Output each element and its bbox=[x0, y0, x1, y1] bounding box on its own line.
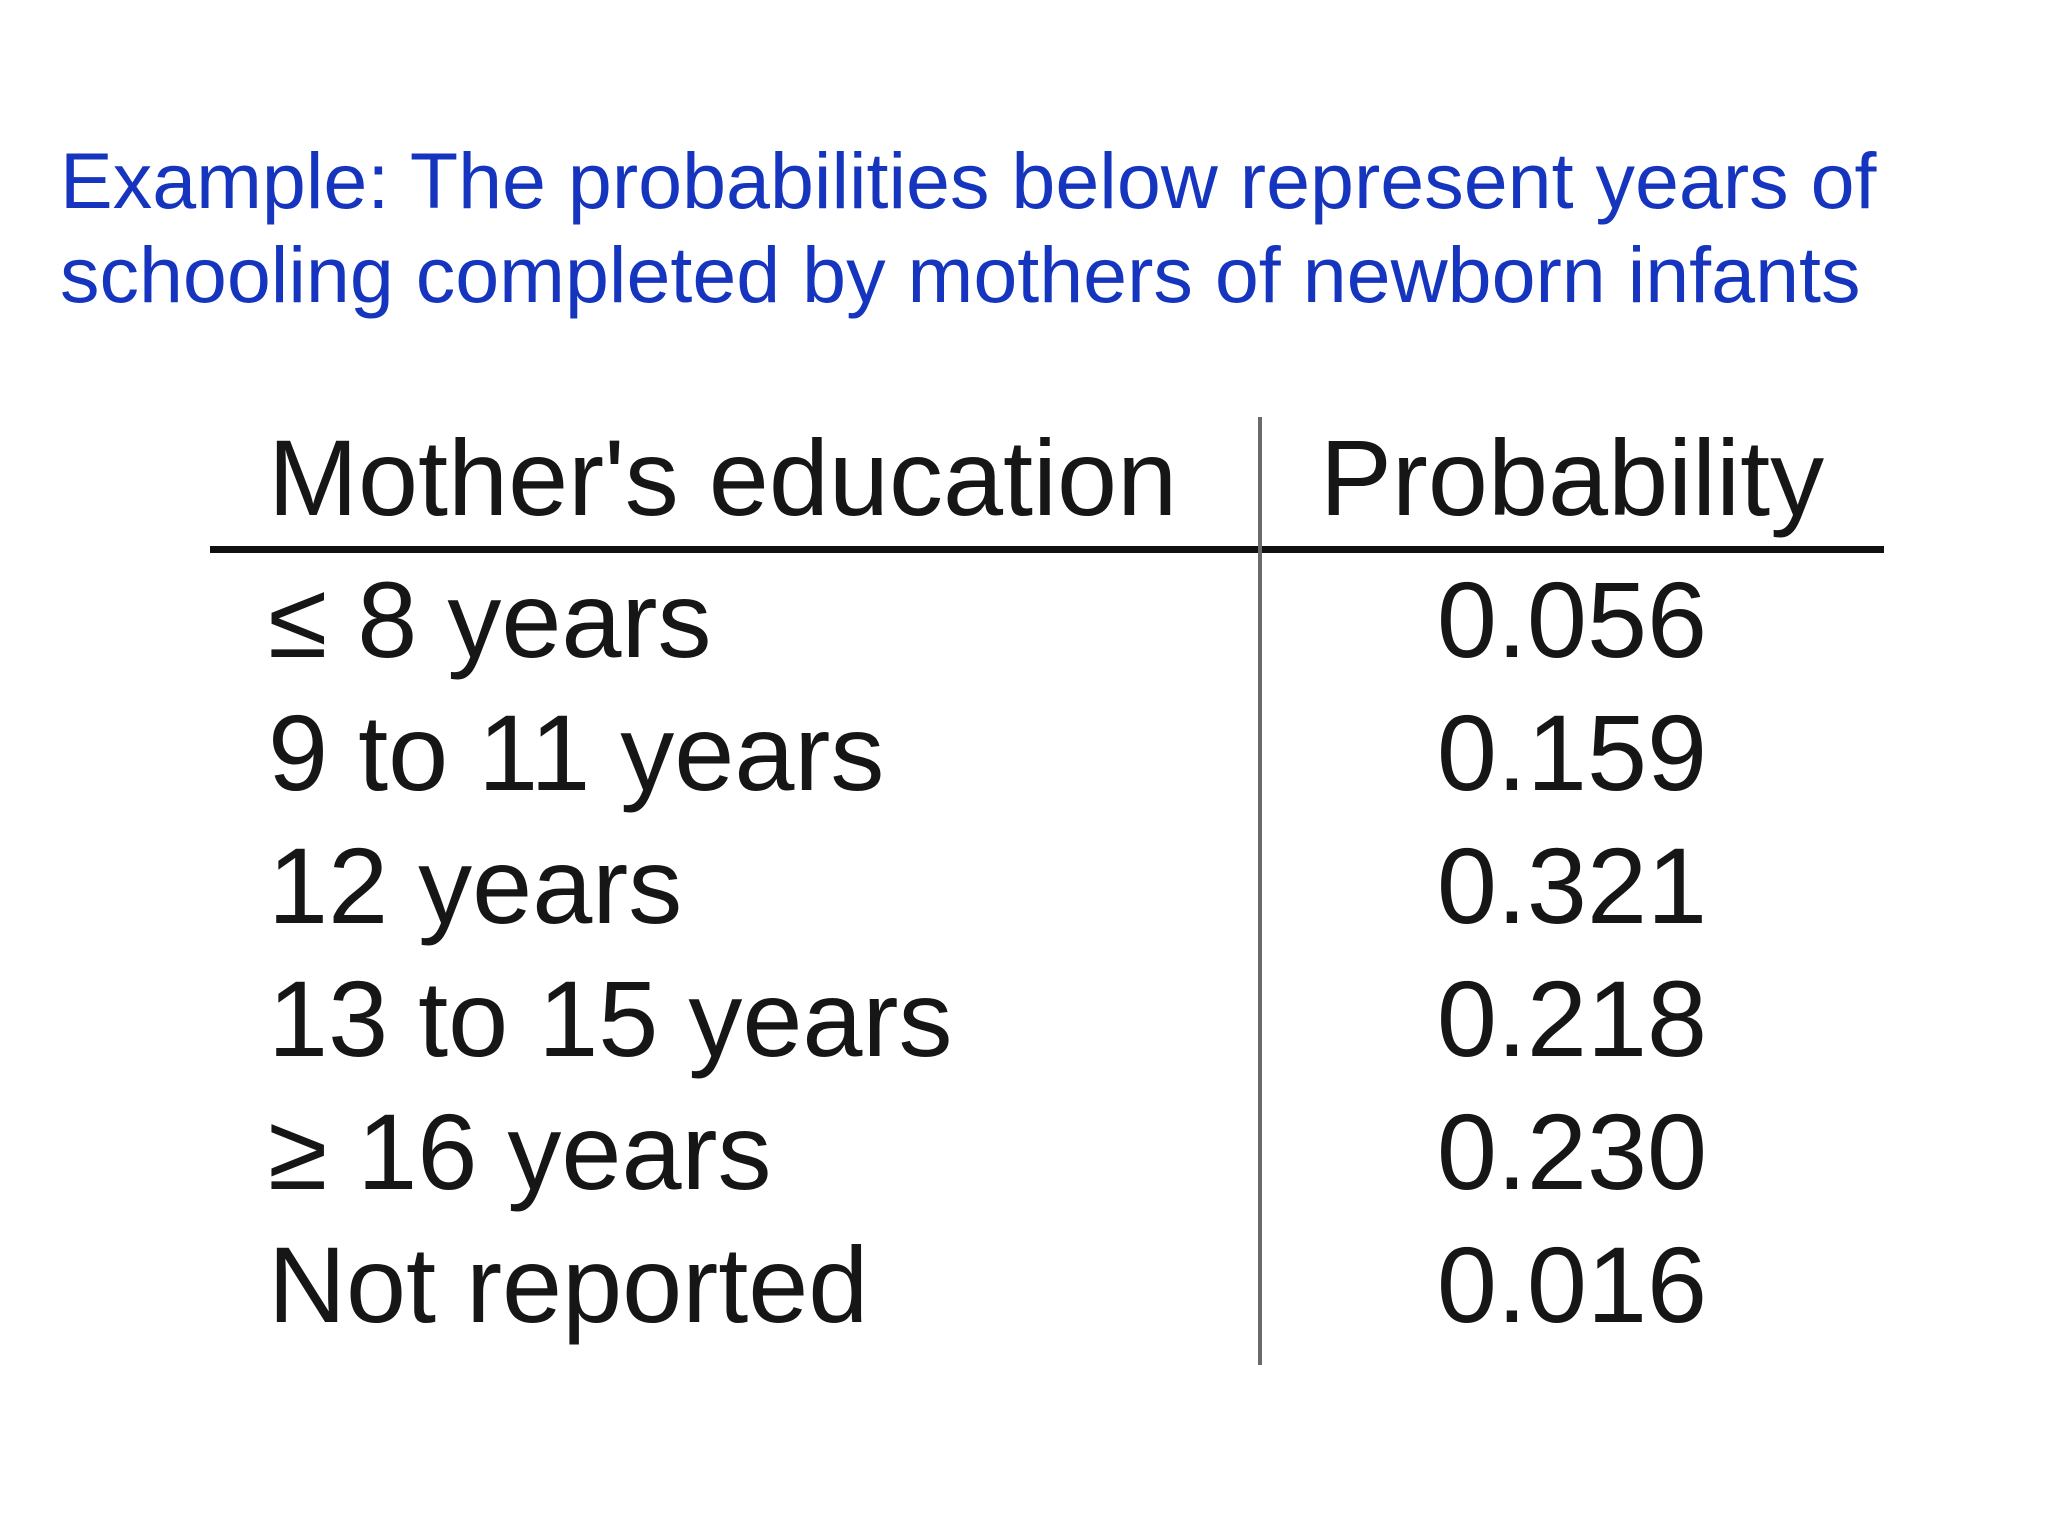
probability-value: 0.218 bbox=[1436, 958, 1708, 1079]
education-label: 9 to 11 years bbox=[268, 692, 885, 813]
probability-value: 0.159 bbox=[1436, 692, 1708, 813]
probability-value: 0.056 bbox=[1436, 559, 1708, 680]
slide-title-line-1: Example: The probabilities below represe… bbox=[60, 136, 1877, 225]
table-row: 13 to 15 years 0.218 bbox=[210, 952, 1884, 1085]
education-label: Not reported bbox=[268, 1224, 869, 1345]
column-header-probability: Probability bbox=[1319, 416, 1825, 538]
slide-title-line-2: schooling completed by mothers of newbor… bbox=[60, 230, 1861, 319]
table-row: ≤ 8 years 0.056 bbox=[210, 553, 1884, 686]
education-label: 12 years bbox=[268, 825, 683, 946]
education-label: ≤ 8 years bbox=[268, 559, 712, 680]
column-divider-line bbox=[1258, 417, 1262, 1365]
probability-table: Mother's education Probability ≤ 8 years… bbox=[210, 408, 1884, 1365]
probability-value: 0.016 bbox=[1436, 1224, 1708, 1345]
table-header-row: Mother's education Probability bbox=[210, 408, 1884, 546]
column-header-mothers-education: Mother's education bbox=[268, 416, 1178, 538]
table-row: 9 to 11 years 0.159 bbox=[210, 686, 1884, 819]
education-label: ≥ 16 years bbox=[268, 1091, 772, 1212]
probability-value: 0.321 bbox=[1436, 825, 1708, 946]
table-row: ≥ 16 years 0.230 bbox=[210, 1085, 1884, 1218]
education-label: 13 to 15 years bbox=[268, 958, 953, 1079]
table-row: Not reported 0.016 bbox=[210, 1218, 1884, 1351]
header-rule-line bbox=[210, 546, 1884, 553]
table-row: 12 years 0.321 bbox=[210, 819, 1884, 952]
probability-value: 0.230 bbox=[1436, 1091, 1708, 1212]
slide-title: Example: The probabilities below represe… bbox=[60, 134, 1960, 322]
